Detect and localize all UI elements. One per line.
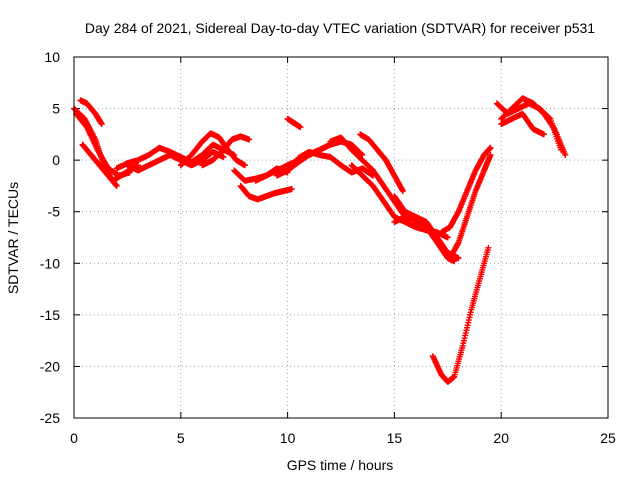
data-point xyxy=(399,188,406,195)
series-track-7 xyxy=(177,130,248,169)
series-track-2 xyxy=(73,110,133,179)
data-point xyxy=(220,154,227,161)
series-track-21 xyxy=(446,151,494,262)
y-tick-label: -10 xyxy=(40,255,60,271)
series-track-22 xyxy=(438,144,494,236)
y-tick-label: -20 xyxy=(40,358,60,374)
data-point xyxy=(562,151,569,158)
series-track-4 xyxy=(79,141,120,189)
data-point xyxy=(444,234,451,241)
plot-frame xyxy=(73,56,609,419)
data-point xyxy=(485,244,492,251)
data-point xyxy=(135,162,142,169)
series-track-23 xyxy=(429,244,492,385)
x-tick-label: 20 xyxy=(493,430,509,446)
x-tick-label: 25 xyxy=(600,430,616,446)
series-track-9 xyxy=(237,182,295,203)
y-tick-label: -5 xyxy=(48,204,61,220)
series-track-17 xyxy=(357,131,406,195)
y-tick-label: -15 xyxy=(40,307,60,323)
data-point xyxy=(297,124,304,131)
data-point xyxy=(246,136,253,143)
y-tick-label: 5 xyxy=(52,101,60,117)
y-tick-label: -25 xyxy=(40,410,60,426)
series-track-14 xyxy=(284,115,304,131)
data-point xyxy=(455,255,462,262)
data-point xyxy=(98,121,105,128)
data-point xyxy=(113,182,120,189)
data-point xyxy=(487,144,494,151)
y-tick-label: 0 xyxy=(52,152,60,168)
x-tick-label: 0 xyxy=(70,430,78,446)
chart-title: Day 284 of 2021, Sidereal Day-to-day VTE… xyxy=(85,20,595,36)
series-track-13 xyxy=(295,148,377,179)
data-point xyxy=(487,151,494,158)
series-track-26 xyxy=(498,110,547,138)
y-axis-label: SDTVAR / TECUs xyxy=(5,182,21,294)
y-tick-label: 10 xyxy=(44,49,60,65)
data-point xyxy=(126,169,133,176)
x-tick-label: 5 xyxy=(177,430,185,446)
data-point xyxy=(540,131,547,138)
x-tick-label: 15 xyxy=(387,430,403,446)
data-point xyxy=(288,186,295,193)
marker-layer xyxy=(71,95,569,385)
series-track-3 xyxy=(77,97,105,128)
series-track-8 xyxy=(199,133,253,169)
data-point xyxy=(241,162,248,169)
x-tick-label: 10 xyxy=(280,430,296,446)
tick-layer: 0 5 10 15 20 25 -25 -20 -15 -10 -5 0 5 10 xyxy=(40,49,616,446)
x-axis-label: GPS time / hours xyxy=(287,457,394,473)
series-track-6 xyxy=(124,148,227,174)
grid-layer xyxy=(74,57,608,418)
series-track-25 xyxy=(498,95,569,158)
